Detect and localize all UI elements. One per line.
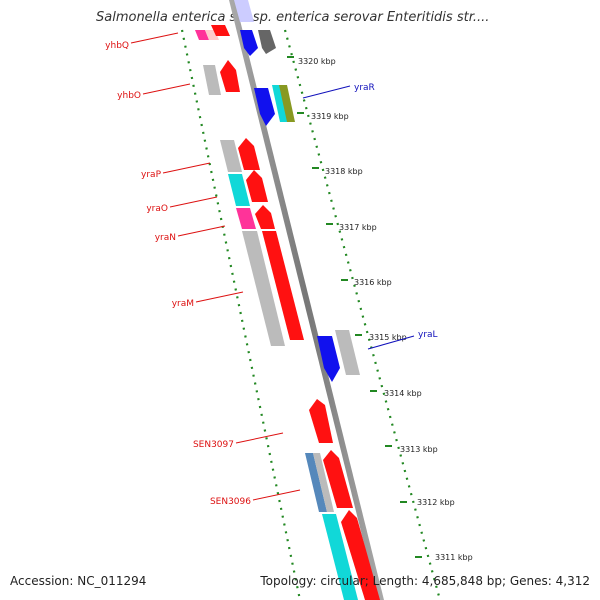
forward-gene-labels: yraR yraL [302, 83, 438, 350]
gene-arrow[interactable] [258, 30, 276, 54]
gene-arrow[interactable] [254, 88, 275, 126]
gene-label-yraL[interactable]: yraL [418, 330, 438, 340]
tick-label: 3314 kbp [384, 389, 422, 398]
gene-arrow[interactable] [262, 231, 304, 340]
gene-arrow[interactable] [322, 514, 358, 600]
label-leader [142, 83, 191, 95]
label-leader [235, 432, 284, 444]
gene-arrow[interactable] [279, 85, 295, 122]
gene-label-yraR[interactable]: yraR [354, 83, 375, 93]
scale-ticks: 3320 kbp 3319 kbp 3318 kbp 3317 kbp 3316… [287, 56, 473, 562]
genome-summary: Topology: circular; Length: 4,685,848 bp… [260, 574, 590, 588]
gene-arrow[interactable] [195, 30, 209, 40]
gene-label-SEN3096[interactable]: SEN3096 [210, 497, 251, 507]
label-leader [130, 32, 179, 44]
genome-backbone [229, 0, 384, 600]
label-leader [252, 489, 301, 501]
gene-arrow[interactable] [228, 174, 250, 206]
gene-arrow[interactable] [203, 65, 221, 95]
gene-arrow[interactable] [211, 25, 230, 36]
gene-arrow[interactable] [255, 205, 275, 229]
gene-arrow[interactable] [309, 399, 333, 443]
gene-label-yhbO[interactable]: yhbO [117, 91, 141, 101]
reverse-strand-genes [195, 25, 380, 600]
label-leader [302, 85, 351, 99]
gene-arrow[interactable] [240, 30, 258, 56]
tick-label: 3312 kbp [417, 498, 455, 507]
track-guides [180, 29, 442, 600]
accession-label: Accession: NC_011294 [10, 574, 147, 588]
gene-arrow[interactable] [305, 453, 327, 512]
gene-arrow[interactable] [234, 0, 254, 22]
gene-arrow[interactable] [236, 208, 256, 229]
gene-label-yraM[interactable]: yraM [172, 299, 194, 309]
gene-arrow[interactable] [246, 170, 268, 202]
gene-arrow[interactable] [242, 231, 285, 346]
gene-arrow[interactable] [313, 453, 334, 512]
gene-arrow[interactable] [317, 336, 340, 382]
gene-arrow[interactable] [341, 510, 380, 600]
reverse-gene-labels: yhbQ yhbO yraP yraO yraN yraM SEN3097 SE… [105, 32, 301, 507]
tick-label: 3313 kbp [400, 445, 438, 454]
gene-label-yraP[interactable]: yraP [141, 170, 162, 180]
gene-arrow[interactable] [272, 85, 288, 122]
outer-reverse-guide [180, 29, 302, 600]
label-leader [162, 162, 211, 174]
tick-label: 3315 kbp [369, 333, 407, 342]
gene-arrow[interactable] [238, 138, 260, 170]
label-leader [177, 225, 226, 237]
tick-label: 3320 kbp [298, 57, 336, 66]
forward-strand-genes [234, 0, 360, 382]
gene-label-yhbQ[interactable]: yhbQ [105, 41, 129, 51]
gene-arrow[interactable] [335, 330, 360, 375]
gene-arrow[interactable] [220, 140, 242, 172]
gene-label-yraN[interactable]: yraN [155, 233, 176, 243]
tick-label: 3311 kbp [435, 553, 473, 562]
tick-label: 3317 kbp [339, 223, 377, 232]
label-leader [169, 196, 218, 208]
label-leader [367, 335, 415, 350]
tick-label: 3318 kbp [325, 167, 363, 176]
tick-label: 3316 kbp [354, 278, 392, 287]
tick-label: 3319 kbp [311, 112, 349, 121]
map-title: Salmonella enterica subsp. enterica sero… [96, 10, 490, 25]
gene-arrow[interactable] [323, 450, 353, 508]
gene-label-SEN3097[interactable]: SEN3097 [193, 440, 234, 450]
gene-arrow[interactable] [220, 60, 240, 92]
label-leader [195, 291, 244, 303]
gene-label-yraO[interactable]: yraO [146, 204, 168, 214]
